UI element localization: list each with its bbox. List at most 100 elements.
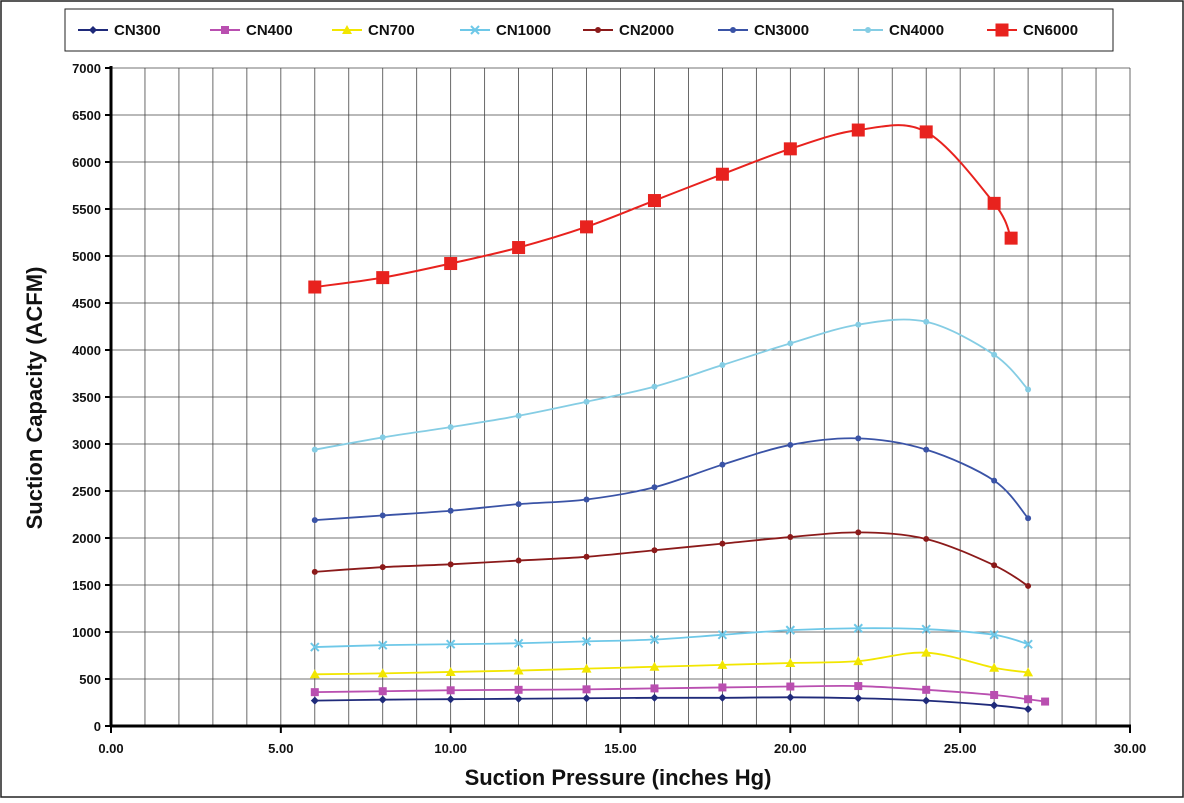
legend-entry-cn300: CN300 [78, 22, 161, 39]
x-tick-label: 5.00 [268, 741, 293, 756]
data-point-cn300 [514, 694, 523, 703]
series-cn400 [310, 682, 1050, 706]
marker-stroke [445, 639, 456, 649]
data-point-cn400 [310, 688, 319, 697]
grid-lines [111, 67, 1131, 726]
y-tick-label: 3000 [72, 437, 101, 452]
data-point-cn300 [582, 694, 591, 703]
data-point-cn1000 [378, 640, 388, 650]
data-point-cn400 [854, 682, 863, 691]
data-point-cn6000 [1004, 231, 1018, 245]
marker-stroke [378, 640, 388, 650]
data-point-cn4000 [991, 351, 998, 358]
series-cn6000 [308, 123, 1018, 294]
series-cn300 [310, 693, 1033, 714]
data-point-cn3000 [923, 446, 930, 453]
x-tick-label: 0.00 [98, 741, 123, 756]
data-point-cn2000 [991, 562, 998, 569]
data-point-cn2000 [583, 553, 590, 560]
legend-entry-cn6000: CN6000 [987, 22, 1078, 39]
data-point-cn1000 [310, 642, 320, 652]
y-tick-label: 2000 [72, 531, 101, 546]
legend-marker-cn3000 [730, 27, 736, 33]
data-point-cn1000 [785, 625, 796, 635]
data-point-cn2000 [515, 557, 522, 564]
data-point-cn4000 [651, 383, 658, 390]
series-layer [308, 123, 1050, 714]
legend-marker-cn6000 [995, 23, 1009, 37]
y-axis-title: Suction Capacity (ACFM) [22, 267, 47, 530]
data-point-cn2000 [855, 529, 862, 536]
data-point-cn1000 [921, 624, 931, 634]
legend-marker-cn700 [342, 25, 352, 34]
data-point-cn2000 [447, 561, 454, 568]
data-point-cn2000 [379, 564, 386, 571]
data-point-cn300 [854, 694, 863, 703]
data-point-cn2000 [923, 535, 930, 542]
legend: CN300 CN400 CN700 CN1000 CN2000 CN3000 CN4000 C… [78, 22, 1078, 39]
x-tick-label: 15.00 [604, 741, 637, 756]
data-point-cn300 [786, 693, 795, 702]
data-point-cn3000 [447, 507, 454, 514]
legend-entry-cn400: CN400 [210, 22, 293, 39]
marker-stroke [717, 630, 728, 640]
data-point-cn4000 [719, 362, 726, 369]
data-point-cn400 [990, 690, 999, 699]
legend-marker-cn2000 [595, 27, 601, 33]
x-axis-title: Suction Pressure (inches Hg) [465, 765, 772, 790]
data-point-cn400 [922, 685, 931, 694]
data-point-cn6000 [512, 241, 526, 255]
data-point-cn6000 [376, 271, 390, 285]
legend-label-cn700: CN700 [368, 22, 415, 39]
y-tick-label: 4000 [72, 343, 101, 358]
series-cn2000 [311, 529, 1032, 589]
legend-label-cn3000: CN3000 [754, 22, 809, 39]
data-point-cn700 [649, 661, 660, 671]
legend-label-cn4000: CN4000 [889, 22, 944, 39]
data-point-cn700 [785, 658, 796, 668]
data-point-cn4000 [1025, 386, 1032, 393]
data-point-cn6000 [647, 194, 661, 208]
y-tick-label: 500 [79, 672, 101, 687]
series-cn700 [309, 647, 1034, 679]
marker-stroke [649, 634, 660, 645]
data-point-cn6000 [580, 220, 594, 234]
data-point-cn300 [446, 695, 455, 704]
data-point-cn6000 [851, 123, 865, 137]
data-point-cn300 [650, 693, 659, 702]
data-point-cn3000 [515, 501, 522, 508]
marker-stroke [785, 625, 796, 635]
legend-label-cn400: CN400 [246, 22, 293, 39]
data-point-cn400 [1024, 695, 1033, 704]
data-point-cn700 [1023, 667, 1034, 677]
data-point-cn1000 [649, 634, 660, 645]
marker-stroke [853, 623, 863, 633]
data-point-cn4000 [923, 318, 930, 325]
legend-label-cn6000: CN6000 [1023, 22, 1078, 39]
data-point-cn2000 [311, 568, 318, 575]
data-point-cn700 [989, 662, 1000, 672]
data-point-cn2000 [651, 547, 658, 554]
data-point-cn1000 [717, 630, 728, 640]
legend-entry-cn3000: CN3000 [718, 22, 809, 39]
data-point-cn6000 [919, 125, 933, 139]
data-point-cn3000 [1025, 515, 1032, 522]
legend-entry-cn2000: CN2000 [583, 22, 674, 39]
data-point-cn400 [446, 686, 455, 695]
legend-marker-cn1000 [470, 25, 480, 35]
marker-stroke [470, 25, 480, 35]
y-tick-label: 6000 [72, 155, 101, 170]
data-point-cn6000 [308, 280, 322, 294]
legend-label-cn1000: CN1000 [496, 22, 551, 39]
data-point-cn300 [378, 695, 387, 704]
data-point-cn400 [514, 685, 523, 694]
data-point-cn700 [377, 668, 388, 678]
x-tick-label: 30.00 [1114, 741, 1147, 756]
data-point-cn3000 [787, 441, 794, 448]
data-point-cn400 [582, 685, 591, 694]
series-cn3000 [311, 435, 1032, 524]
data-point-cn300 [1024, 705, 1033, 714]
data-point-cn4000 [583, 398, 590, 405]
data-point-cn6000 [987, 196, 1001, 210]
